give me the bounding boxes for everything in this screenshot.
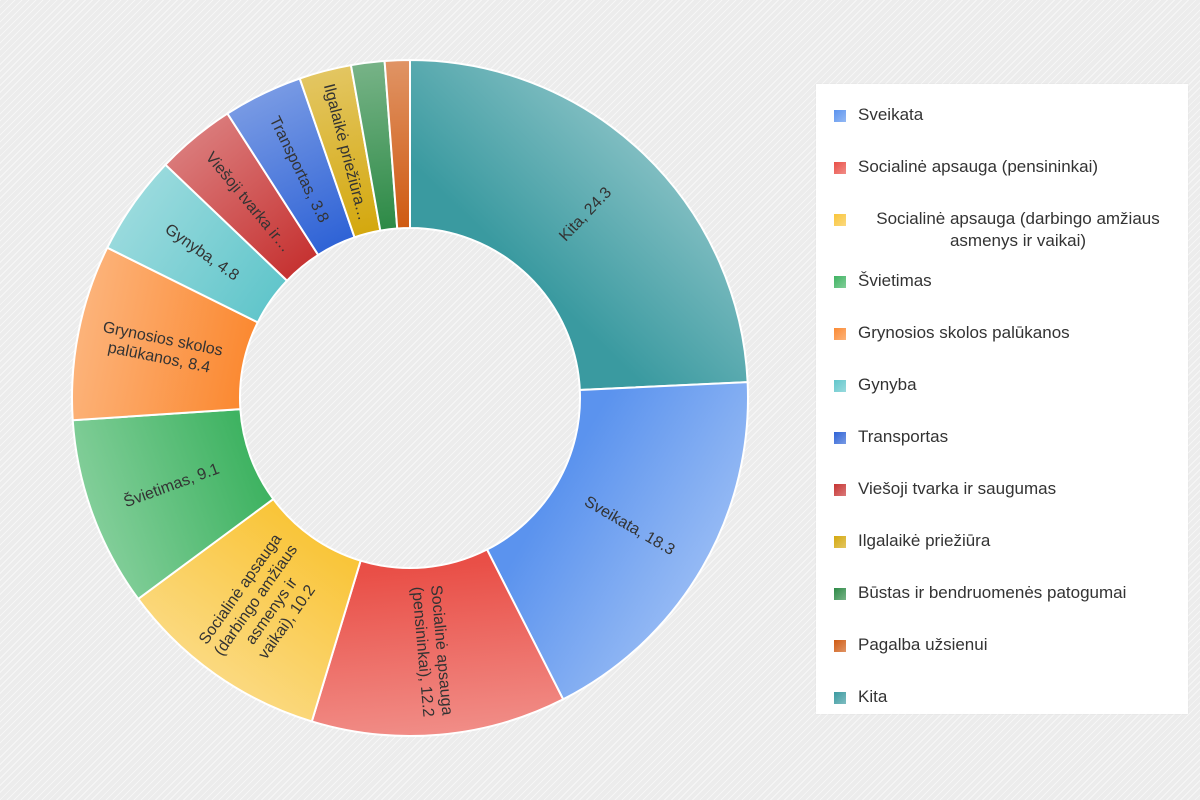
legend-label: Gynyba <box>858 375 917 394</box>
legend-item-bustas-ir-bendruomenes-patogumai: Būstas ir bendruomenės patogumai <box>834 582 1178 634</box>
slice-sveikata <box>485 381 749 701</box>
legend-item-grynosios-skolos-palukanos: Grynosios skolos palūkanos <box>834 322 1178 374</box>
legend-label: Būstas ir bendruomenės patogumai <box>858 583 1127 602</box>
legend-swatch <box>834 692 846 704</box>
legend-label: Grynosios skolos palūkanos <box>858 323 1070 342</box>
legend-swatch <box>834 536 846 548</box>
legend-swatch <box>834 588 846 600</box>
legend-swatch <box>834 432 846 444</box>
legend-label: Pagalba užsienui <box>858 635 988 654</box>
slice-kita <box>409 58 749 392</box>
legend-label: Švietimas <box>858 271 932 290</box>
legend-item-kita: Kita <box>834 686 1178 738</box>
legend-item-svietimas: Švietimas <box>834 270 1178 322</box>
legend-label: Socialinė apsauga (pensininkai) <box>858 157 1099 176</box>
legend-swatch <box>834 110 846 122</box>
legend-item-gynyba: Gynyba <box>834 374 1178 426</box>
chart-legend: Sveikata Socialinė apsauga (pensininkai) S… <box>816 84 1188 714</box>
legend-item-ilgalaike-prieziura: Ilgalaikė priežiūra <box>834 530 1178 582</box>
legend-label: Viešoji tvarka ir saugumas <box>858 479 1057 498</box>
slice-socialine-apsauga-pensininkai <box>310 548 565 737</box>
legend-label: Kita <box>858 687 888 706</box>
slice-pagalba-uzsieniui <box>383 58 411 230</box>
legend-label: Ilgalaikė priežiūra <box>858 531 991 550</box>
legend-item-transportas: Transportas <box>834 426 1178 478</box>
legend-swatch <box>834 276 846 288</box>
legend-swatch <box>834 328 846 340</box>
legend-item-pagalba-uzsienui: Pagalba užsienui <box>834 634 1178 686</box>
donut-slices <box>71 58 749 737</box>
legend-item-sveikata: Sveikata <box>834 104 1178 156</box>
legend-swatch <box>834 640 846 652</box>
legend-item-socialine-apsauga-pensininkai: Socialinė apsauga (pensininkai) <box>834 156 1178 208</box>
legend-label: Sveikata <box>858 105 924 124</box>
legend-swatch <box>834 214 846 226</box>
legend-swatch <box>834 162 846 174</box>
legend-swatch <box>834 380 846 392</box>
legend-item-socialine-apsauga-darbingo-amziaus-asmenys-ir-vaikai: Socialinė apsauga (darbingo amžiaus asme… <box>834 208 1178 270</box>
legend-swatch <box>834 484 846 496</box>
legend-label: Socialinė apsauga (darbingo amžiaus asme… <box>876 209 1160 250</box>
legend-item-viesoji-tvarka-ir-saugumas: Viešoji tvarka ir saugumas <box>834 478 1178 530</box>
legend-label: Transportas <box>858 427 949 446</box>
